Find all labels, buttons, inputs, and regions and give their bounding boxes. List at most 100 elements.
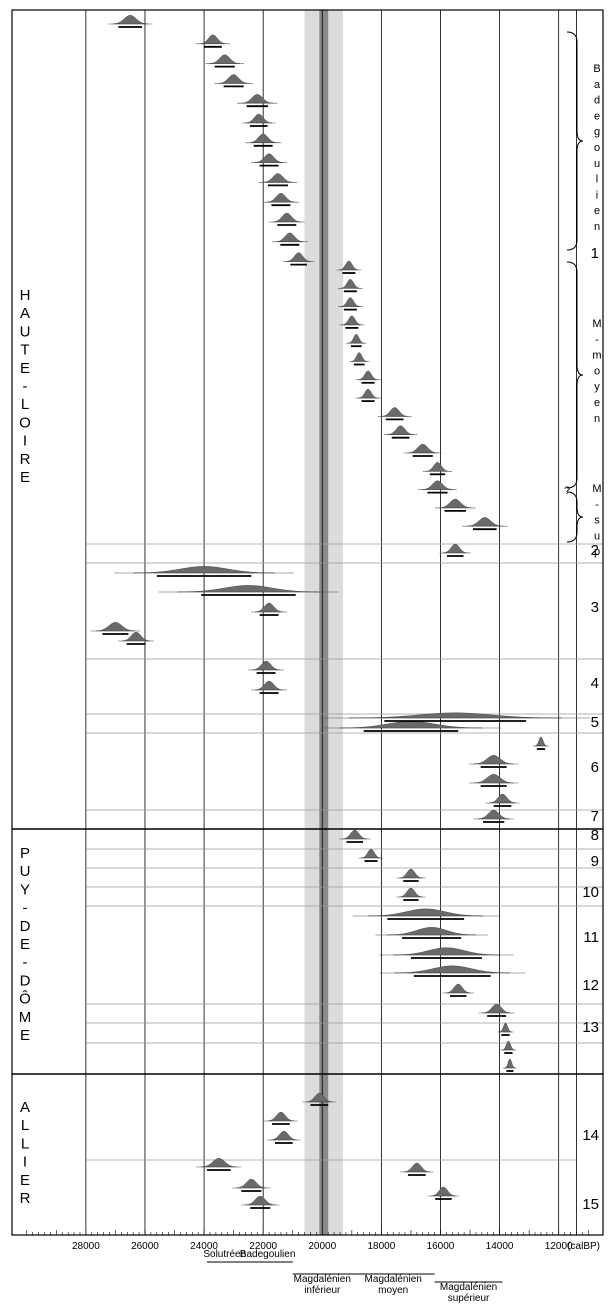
group-number: 7 bbox=[591, 808, 599, 825]
group-number: 11 bbox=[583, 929, 599, 946]
region-letter: D bbox=[20, 972, 31, 989]
side-label-letter: - bbox=[595, 499, 599, 511]
region-letter: L bbox=[21, 1135, 29, 1152]
date-distribution bbox=[499, 1022, 512, 1033]
date-distribution bbox=[368, 908, 484, 917]
date-distribution bbox=[254, 602, 284, 613]
group-number: 13 bbox=[582, 1019, 599, 1036]
date-distribution bbox=[407, 443, 438, 454]
brace-badegoulien bbox=[566, 31, 584, 251]
region-letter: O bbox=[19, 414, 31, 431]
date-distribution bbox=[209, 54, 240, 64]
region-letter: D bbox=[20, 918, 31, 935]
date-distribution bbox=[361, 848, 381, 859]
x-tick-label: 16000 bbox=[427, 1241, 455, 1252]
period-label: inférieur bbox=[304, 1285, 341, 1296]
date-distribution bbox=[245, 113, 273, 124]
date-distribution bbox=[267, 1111, 295, 1122]
side-label-letter: e bbox=[594, 110, 600, 122]
date-distribution bbox=[425, 462, 450, 472]
date-distribution bbox=[502, 1040, 515, 1051]
x-axis-unit: (calBP) bbox=[567, 1241, 600, 1252]
frame-layer bbox=[11, 9, 604, 1283]
side-label-letter: s bbox=[594, 515, 600, 527]
date-distribution bbox=[504, 1058, 516, 1069]
date-distribution bbox=[236, 1178, 267, 1189]
date-distribution bbox=[248, 133, 278, 143]
side-label-letter: M bbox=[592, 318, 601, 330]
date-distribution bbox=[445, 983, 471, 994]
labels-layer: 28000 26000 24000 22000 20000 18000 16000 14000… bbox=[19, 63, 602, 1304]
group-number: 8 bbox=[591, 827, 599, 844]
region-letter: Ô bbox=[19, 991, 31, 1008]
date-distribution bbox=[431, 1186, 456, 1197]
group-number: 4 bbox=[591, 675, 599, 692]
group-number: 15 bbox=[582, 1196, 599, 1213]
date-distribution bbox=[348, 333, 365, 344]
period-label: Magdalénien bbox=[440, 1282, 497, 1293]
region-letter: A bbox=[20, 305, 30, 322]
x-tick-label: 28000 bbox=[72, 1241, 100, 1252]
region-letter: E bbox=[20, 1172, 30, 1189]
region-letter: P bbox=[20, 845, 30, 862]
date-distribution bbox=[442, 543, 468, 554]
date-distribution bbox=[218, 74, 249, 84]
date-distribution bbox=[241, 94, 274, 104]
region-letter: U bbox=[20, 323, 31, 340]
date-distribution bbox=[339, 260, 359, 271]
date-distribution bbox=[254, 153, 284, 163]
date-distribution bbox=[477, 809, 510, 820]
side-label-letter: l bbox=[596, 174, 598, 186]
date-distribution bbox=[348, 712, 562, 719]
period-label: supérieur bbox=[448, 1293, 490, 1304]
grid-layer bbox=[85, 10, 603, 1235]
date-distribution bbox=[286, 252, 312, 262]
region-letter: R bbox=[20, 451, 31, 468]
group-number: 2 bbox=[591, 542, 599, 559]
question-mark: ? bbox=[564, 485, 570, 497]
date-distribution bbox=[399, 887, 423, 898]
date-distribution bbox=[403, 1162, 431, 1173]
period-label: Magdalénien bbox=[294, 1274, 351, 1285]
date-distribution bbox=[439, 498, 472, 508]
side-label-letter: i bbox=[596, 189, 598, 201]
side-label-letter: y bbox=[594, 381, 600, 393]
group-number: 14 bbox=[582, 1127, 599, 1144]
date-distribution bbox=[272, 212, 302, 223]
date-distribution bbox=[251, 660, 281, 671]
date-distribution bbox=[339, 721, 482, 729]
date-distribution bbox=[489, 793, 516, 804]
date-distribution bbox=[422, 480, 453, 490]
group-number: 3 bbox=[591, 599, 599, 616]
region-letter: Y bbox=[20, 881, 30, 898]
side-label-letter: B bbox=[593, 63, 600, 75]
date-distribution bbox=[133, 566, 276, 574]
date-distribution bbox=[474, 755, 514, 765]
side-label-letter: u bbox=[594, 530, 600, 542]
group-number: 1 bbox=[591, 245, 599, 262]
date-distribution bbox=[270, 1130, 298, 1141]
date-distribution bbox=[351, 352, 368, 362]
date-distribution bbox=[394, 965, 510, 974]
region-letter: E bbox=[20, 936, 30, 953]
side-label-letter: n bbox=[594, 221, 600, 233]
date-distribution bbox=[112, 15, 148, 25]
date-distribution bbox=[199, 34, 227, 44]
date-distribution bbox=[275, 232, 304, 242]
region-letter: M bbox=[19, 1009, 32, 1026]
date-distribution bbox=[121, 631, 151, 642]
date-distribution bbox=[474, 774, 514, 784]
side-label-letter: e bbox=[594, 205, 600, 217]
date-distribution bbox=[358, 370, 378, 380]
region-letter: E bbox=[20, 469, 30, 486]
side-label-letter: d bbox=[594, 95, 600, 107]
date-distribution bbox=[177, 585, 320, 593]
date-distribution bbox=[482, 1003, 511, 1014]
date-distribution bbox=[340, 279, 361, 289]
date-distribution bbox=[399, 868, 423, 879]
brace-m-sup bbox=[566, 491, 584, 543]
x-tick-label: 12000 bbox=[545, 1241, 573, 1252]
plot-frame bbox=[11, 9, 604, 1236]
date-distribution bbox=[387, 425, 414, 435]
period-label: Badegoulien bbox=[240, 1249, 296, 1260]
